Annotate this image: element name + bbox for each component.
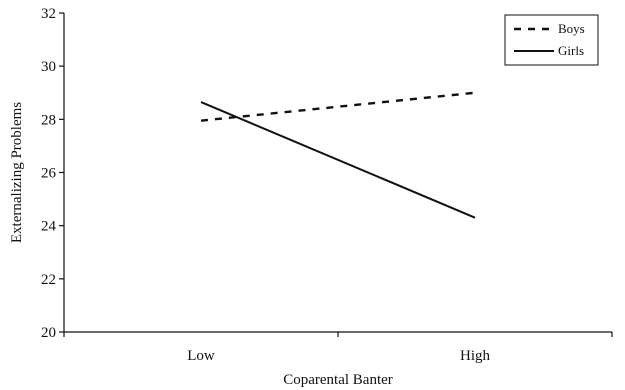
y-tick-label: 22	[41, 272, 56, 288]
y-tick-label: 30	[41, 59, 56, 75]
y-ticks: 20 22 24 26 28 30 32	[41, 6, 64, 341]
legend-label-girls: Girls	[558, 43, 584, 58]
x-tick-label: High	[460, 348, 491, 364]
legend-box	[504, 14, 599, 66]
y-tick-label: 26	[41, 166, 57, 182]
series-line-girls	[200, 101, 476, 219]
x-axis-title: Coparental Banter	[283, 372, 393, 388]
y-tick-label: 28	[41, 112, 56, 128]
legend: Boys Girls	[504, 14, 599, 66]
series-group	[200, 91, 476, 219]
y-tick-label: 32	[41, 6, 56, 22]
x-tick-label: Low	[187, 348, 215, 364]
x-ticks: Low High	[63, 332, 613, 364]
y-axis: 20 22 24 26 28 30 32	[41, 6, 65, 341]
series-line-boys	[200, 91, 476, 122]
y-tick-label: 24	[41, 219, 57, 235]
y-axis-title: Externalizing Problems	[9, 102, 25, 243]
legend-label-boys: Boys	[558, 21, 585, 36]
x-axis: Low High	[63, 331, 613, 364]
y-tick-label: 20	[41, 325, 56, 341]
